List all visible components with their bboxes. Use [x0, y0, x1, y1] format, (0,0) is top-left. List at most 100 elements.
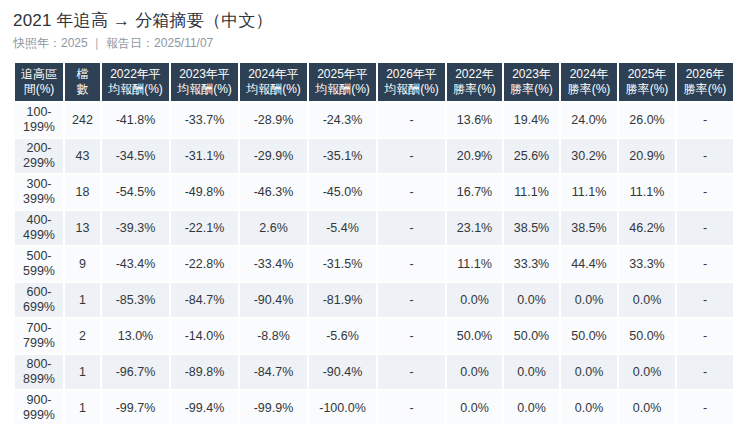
value-cell: 38.5%: [560, 210, 618, 246]
value-cell: 19.4%: [503, 102, 560, 138]
value-cell: 0.0%: [618, 354, 676, 390]
value-cell: 2.6%: [239, 210, 308, 246]
value-cell: -45.0%: [308, 174, 377, 210]
value-cell: 11.1%: [446, 246, 503, 282]
range-cell: 600-699%: [14, 282, 64, 318]
value-cell: -22.8%: [170, 246, 239, 282]
table-row: 300-399%18-54.5%-49.8%-46.3%-45.0%-16.7%…: [14, 174, 734, 210]
value-cell: 11.1%: [503, 174, 560, 210]
range-cell: 400-499%: [14, 210, 64, 246]
column-header-2024-return: 2024年平 均報酬(%): [239, 62, 308, 102]
column-header-2023-winrate: 2023年 勝率(%): [503, 62, 560, 102]
value-cell: 33.3%: [618, 246, 676, 282]
table-row: 100-199%242-41.8%-33.7%-28.9%-24.3%-13.6…: [14, 102, 734, 138]
value-cell: -31.5%: [308, 246, 377, 282]
value-cell: -: [377, 102, 446, 138]
value-cell: -81.9%: [308, 282, 377, 318]
value-cell: 0.0%: [618, 282, 676, 318]
value-cell: 46.2%: [618, 210, 676, 246]
range-cell: 800-899%: [14, 354, 64, 390]
table-row: 400-499%13-39.3%-22.1%2.6%-5.4%-23.1%38.…: [14, 210, 734, 246]
value-cell: -5.4%: [308, 210, 377, 246]
column-header-2025-return: 2025年平 均報酬(%): [308, 62, 377, 102]
column-header-range: 追高區 間(%): [14, 62, 64, 102]
column-header-2022-return: 2022年平 均報酬(%): [101, 62, 170, 102]
value-cell: -99.7%: [101, 390, 170, 424]
value-cell: 50.0%: [618, 318, 676, 354]
column-header-2024-winrate: 2024年 勝率(%): [560, 62, 618, 102]
value-cell: -: [676, 282, 734, 318]
column-header-2026-winrate: 2026年 勝率(%): [676, 62, 734, 102]
value-cell: -33.7%: [170, 102, 239, 138]
value-cell: 44.4%: [560, 246, 618, 282]
value-cell: -54.5%: [101, 174, 170, 210]
value-cell: -96.7%: [101, 354, 170, 390]
value-cell: 50.0%: [503, 318, 560, 354]
value-cell: 24.0%: [560, 102, 618, 138]
count-cell: 1: [64, 354, 101, 390]
value-cell: 0.0%: [446, 354, 503, 390]
value-cell: 11.1%: [618, 174, 676, 210]
value-cell: -14.0%: [170, 318, 239, 354]
value-cell: 13.0%: [101, 318, 170, 354]
value-cell: -29.9%: [239, 138, 308, 174]
value-cell: -33.4%: [239, 246, 308, 282]
page-subtitle: 快照年：2025 ｜ 報告日：2025/11/07: [13, 35, 728, 52]
value-cell: -89.8%: [170, 354, 239, 390]
table-row: 900-999%1-99.7%-99.4%-99.9%-100.0%-0.0%0…: [14, 390, 734, 424]
value-cell: 50.0%: [560, 318, 618, 354]
value-cell: -46.3%: [239, 174, 308, 210]
column-header-2023-return: 2023年平 均報酬(%): [170, 62, 239, 102]
column-header-2026-return: 2026年平 均報酬(%): [377, 62, 446, 102]
value-cell: 38.5%: [503, 210, 560, 246]
table-row: 200-299%43-34.5%-31.1%-29.9%-35.1%-20.9%…: [14, 138, 734, 174]
range-cell: 100-199%: [14, 102, 64, 138]
value-cell: -41.8%: [101, 102, 170, 138]
value-cell: 33.3%: [503, 246, 560, 282]
value-cell: 20.9%: [618, 138, 676, 174]
value-cell: 23.1%: [446, 210, 503, 246]
value-cell: 20.9%: [446, 138, 503, 174]
value-cell: 13.6%: [446, 102, 503, 138]
value-cell: -5.6%: [308, 318, 377, 354]
value-cell: 0.0%: [503, 390, 560, 424]
range-cell: 200-299%: [14, 138, 64, 174]
count-cell: 13: [64, 210, 101, 246]
page-title: 2021 年追高 → 分箱摘要（中文）: [13, 9, 728, 32]
table-row: 600-699%1-85.3%-84.7%-90.4%-81.9%-0.0%0.…: [14, 282, 734, 318]
count-cell: 2: [64, 318, 101, 354]
range-cell: 300-399%: [14, 174, 64, 210]
value-cell: -: [377, 318, 446, 354]
value-cell: -35.1%: [308, 138, 377, 174]
count-cell: 1: [64, 282, 101, 318]
value-cell: 0.0%: [503, 354, 560, 390]
range-cell: 900-999%: [14, 390, 64, 424]
count-cell: 1: [64, 390, 101, 424]
value-cell: -84.7%: [239, 354, 308, 390]
count-cell: 18: [64, 174, 101, 210]
value-cell: 16.7%: [446, 174, 503, 210]
value-cell: -: [676, 138, 734, 174]
value-cell: -43.4%: [101, 246, 170, 282]
table-row: 500-599%9-43.4%-22.8%-33.4%-31.5%-11.1%3…: [14, 246, 734, 282]
value-cell: -: [377, 390, 446, 424]
value-cell: 25.6%: [503, 138, 560, 174]
value-cell: -99.4%: [170, 390, 239, 424]
value-cell: 11.1%: [560, 174, 618, 210]
value-cell: 0.0%: [503, 282, 560, 318]
bin-summary-table: 追高區 間(%) 檔 數 2022年平 均報酬(%) 2023年平 均報酬(%)…: [13, 61, 735, 424]
table-row: 800-899%1-96.7%-89.8%-84.7%-90.4%-0.0%0.…: [14, 354, 734, 390]
value-cell: 50.0%: [446, 318, 503, 354]
value-cell: -: [676, 354, 734, 390]
value-cell: 26.0%: [618, 102, 676, 138]
value-cell: -: [676, 246, 734, 282]
value-cell: -: [676, 102, 734, 138]
value-cell: -8.8%: [239, 318, 308, 354]
value-cell: -85.3%: [101, 282, 170, 318]
column-header-2025-winrate: 2025年 勝率(%): [618, 62, 676, 102]
value-cell: -: [676, 174, 734, 210]
range-cell: 500-599%: [14, 246, 64, 282]
value-cell: -: [676, 390, 734, 424]
value-cell: -: [377, 282, 446, 318]
value-cell: -90.4%: [239, 282, 308, 318]
